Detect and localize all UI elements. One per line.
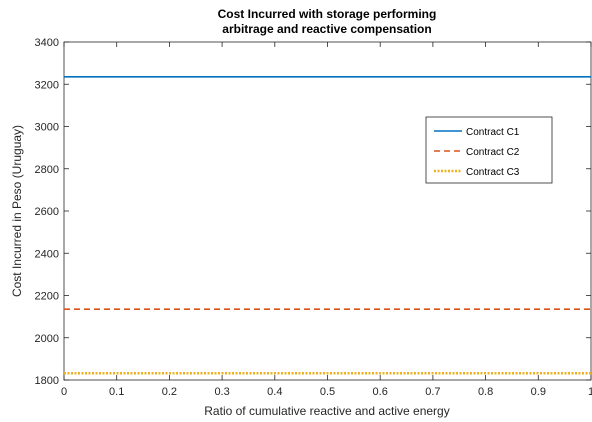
- x-tick-label: 0.7: [425, 386, 440, 398]
- x-tick-label: 0.5: [320, 386, 335, 398]
- x-tick-label: 0.3: [214, 386, 229, 398]
- legend-entry-label: Contract C3: [466, 167, 520, 178]
- y-tick-label: 2600: [35, 206, 59, 218]
- y-tick-label: 2400: [35, 248, 59, 260]
- x-tick-label: 0.4: [267, 386, 282, 398]
- y-axis-label: Cost Incurred in Peso (Uruguay): [10, 125, 24, 297]
- x-tick-label: 0.1: [109, 386, 124, 398]
- legend-entry-label: Contract C2: [466, 147, 520, 158]
- x-tick-label: 0.6: [373, 386, 388, 398]
- x-tick-label: 1: [588, 386, 592, 398]
- y-tick-label: 3000: [35, 122, 59, 134]
- y-tick-label: 1800: [35, 375, 59, 387]
- legend-entry-label: Contract C1: [466, 127, 520, 138]
- x-tick-label: 0.8: [478, 386, 493, 398]
- legend: Contract C1 Contract C2 Contract C3: [425, 116, 553, 184]
- y-tick-label: 3400: [35, 37, 59, 49]
- plot-area: 0 0.1 0.2 0.3 0.4 0.5 0.6 0.7 0.8 0.9 1 1800 2000 220…: [35, 37, 592, 398]
- legend-box: [425, 116, 553, 184]
- axes-box: [63, 41, 592, 381]
- x-tick-label: 0.9: [531, 386, 546, 398]
- chart-title-line-2: arbitrage and reactive compensation: [222, 22, 431, 36]
- y-tick-label: 2000: [35, 333, 59, 345]
- y-tick-label: 2200: [35, 291, 59, 303]
- chart-title-line-1: Cost Incurred with storage performing: [218, 7, 437, 21]
- y-tick-label: 2800: [35, 164, 59, 176]
- x-tick-label: 0.2: [162, 386, 177, 398]
- x-axis-label: Ratio of cumulative reactive and active …: [204, 404, 449, 418]
- x-tick-label: 0: [61, 386, 67, 398]
- y-tick-label: 3200: [35, 79, 59, 91]
